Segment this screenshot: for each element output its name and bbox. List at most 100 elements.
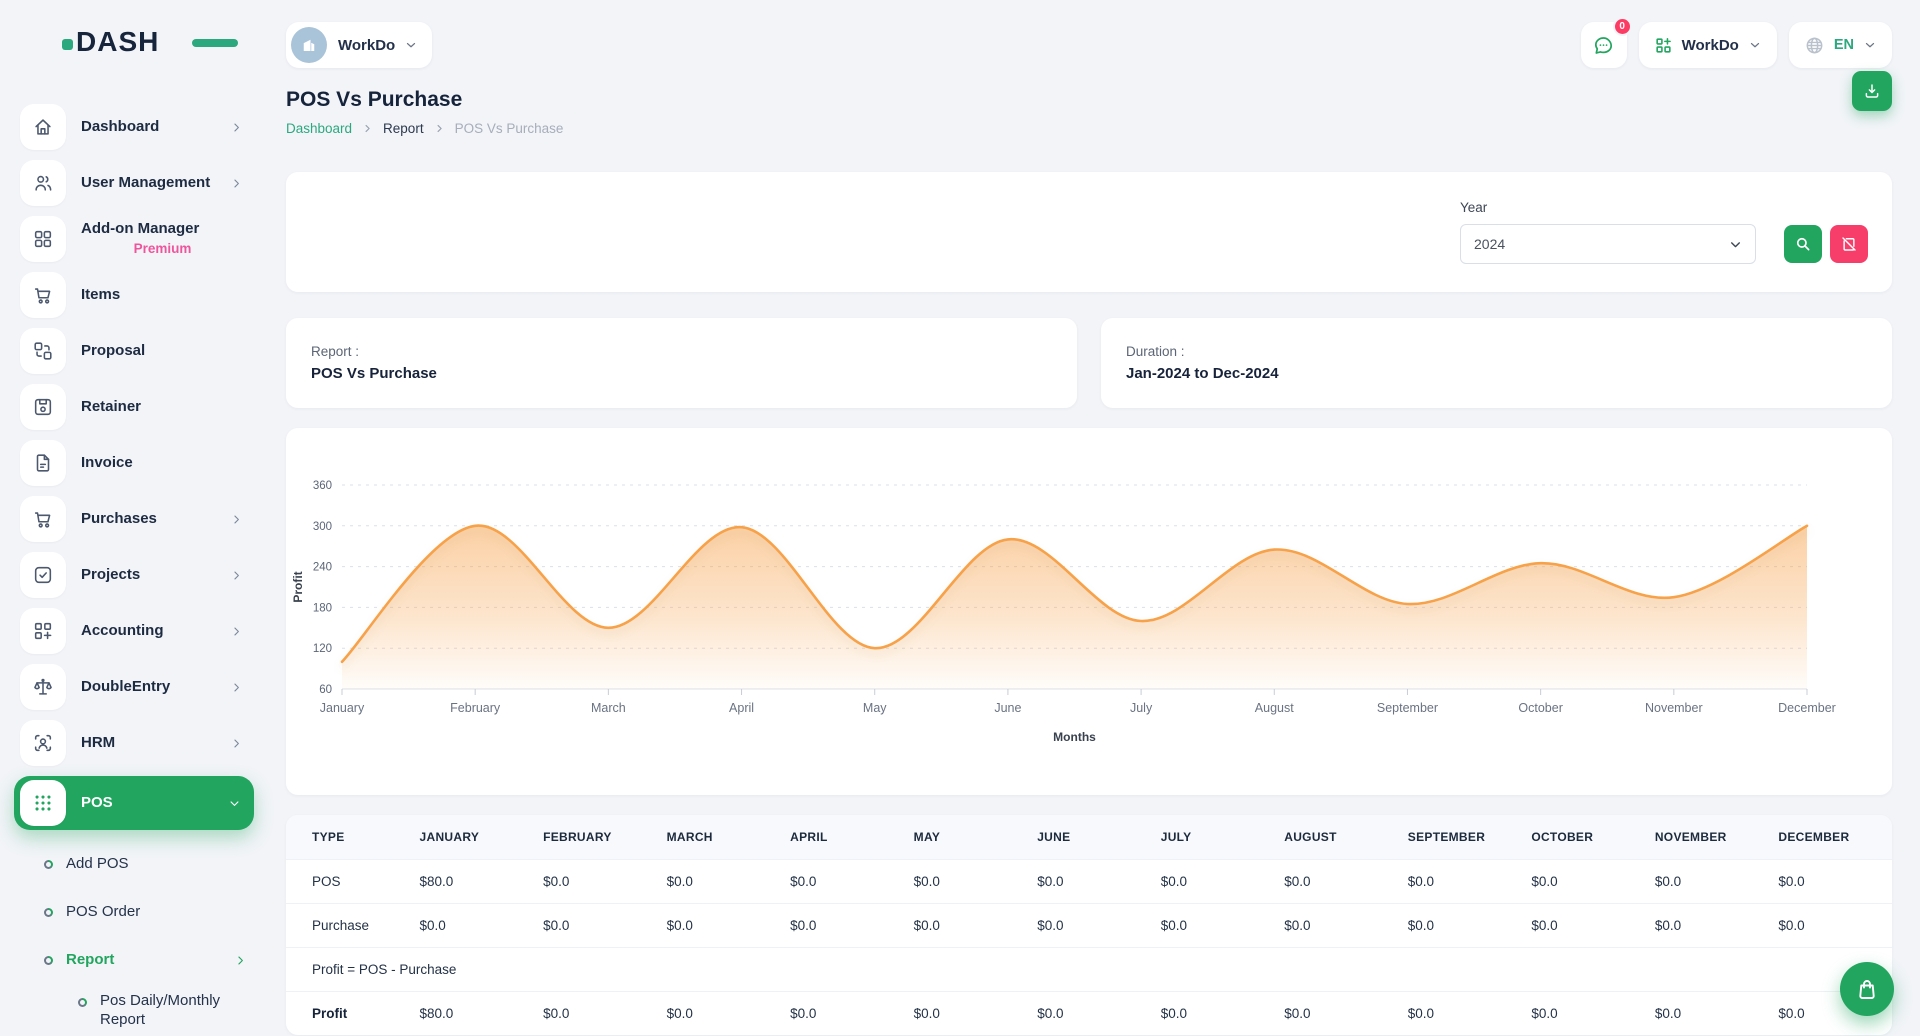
- breadcrumb-dashboard-link[interactable]: Dashboard: [286, 121, 352, 136]
- cell-pos-september: $0.0: [1398, 860, 1522, 904]
- sidebar-item-projects[interactable]: Projects: [20, 552, 248, 598]
- x-tick-label: January: [320, 701, 365, 715]
- users-icon: [20, 160, 66, 206]
- sidebar-subitem-pos-order[interactable]: POS Order: [44, 892, 248, 932]
- sidebar-item-label: Dashboard: [81, 118, 214, 137]
- cell-pos-may: $0.0: [904, 860, 1028, 904]
- apps-menu-button[interactable]: WorkDo: [1639, 22, 1777, 68]
- chevron-right-icon: [233, 953, 248, 968]
- cell-profit-september: $0.0: [1398, 992, 1522, 1036]
- checkbox-icon: [20, 552, 66, 598]
- transform-icon: [20, 328, 66, 374]
- row-type-label: POS: [286, 860, 410, 904]
- cell-profit-january: $80.0: [410, 992, 534, 1036]
- row-type-label: Profit: [286, 992, 410, 1036]
- cell-pos-december: $0.0: [1768, 860, 1892, 904]
- topbar-right: 0 WorkDo EN: [1581, 22, 1892, 68]
- workspace-switcher[interactable]: WorkDo: [286, 22, 432, 68]
- sidebar-item-pos[interactable]: POS: [14, 776, 254, 830]
- year-select[interactable]: 2024: [1460, 224, 1756, 264]
- breadcrumb-report-link[interactable]: Report: [383, 121, 424, 136]
- sidebar-item-label: HRM: [81, 734, 214, 753]
- table-header-september: SEPTEMBER: [1398, 815, 1522, 860]
- logo-dot-icon: [62, 39, 73, 50]
- x-tick-label: August: [1255, 701, 1294, 715]
- table-header-august: AUGUST: [1274, 815, 1398, 860]
- cell-profit-march: $0.0: [657, 992, 781, 1036]
- sidebar-item-add-on-manager[interactable]: Add-on ManagerPremium: [20, 216, 248, 262]
- row-type-label: Purchase: [286, 904, 410, 948]
- sidebar-item-label: Purchases: [81, 510, 214, 529]
- clear-filter-icon: [1840, 235, 1858, 253]
- cell-profit-november: $0.0: [1645, 992, 1769, 1036]
- table-header-type: TYPE: [286, 815, 410, 860]
- profit-chart-card: 60120180240300360JanuaryFebruaryMarchApr…: [286, 428, 1892, 795]
- table-row-pos: POS$80.0$0.0$0.0$0.0$0.0$0.0$0.0$0.0$0.0…: [286, 860, 1892, 904]
- reset-filter-button[interactable]: [1830, 225, 1868, 263]
- sidebar-item-user-management[interactable]: User Management: [20, 160, 248, 206]
- language-selector[interactable]: EN: [1789, 22, 1892, 68]
- y-tick-label: 180: [313, 602, 332, 614]
- sidebar-item-invoice[interactable]: Invoice: [20, 440, 248, 486]
- grid-dots-icon: [20, 780, 66, 826]
- cell-pos-august: $0.0: [1274, 860, 1398, 904]
- sidebar-menu: Dashboard User Management Add-on ManagerPr…: [20, 104, 248, 1030]
- sidebar-item-hrm[interactable]: HRM: [20, 720, 248, 766]
- sidebar-item-label: Projects: [81, 566, 214, 585]
- cell-pos-january: $80.0: [410, 860, 534, 904]
- sidebar-subitem-label: Report: [66, 951, 220, 970]
- profit-area-fill: [342, 526, 1807, 689]
- workspace-name: WorkDo: [338, 37, 395, 54]
- messages-badge: 0: [1613, 17, 1632, 36]
- chevron-right-icon: [229, 176, 244, 191]
- cell-purchase-april: $0.0: [780, 904, 904, 948]
- apps-menu-label: WorkDo: [1682, 37, 1739, 54]
- cart-icon: [20, 272, 66, 318]
- sidebar-item-items[interactable]: Items: [20, 272, 248, 318]
- home-icon: [20, 104, 66, 150]
- sidebar-item-dashboard[interactable]: Dashboard: [20, 104, 248, 150]
- table-header-july: JULY: [1151, 815, 1275, 860]
- sidebar-item-label: POS: [81, 794, 212, 813]
- profit-area-chart: 60120180240300360JanuaryFebruaryMarchApr…: [286, 428, 1852, 758]
- sidebar-subitem-report[interactable]: Report: [44, 940, 248, 980]
- sidebar-item-retainer[interactable]: Retainer: [20, 384, 248, 430]
- sidebar-item-accounting[interactable]: Accounting: [20, 608, 248, 654]
- app-logo: DASH: [62, 22, 212, 62]
- cell-pos-february: $0.0: [533, 860, 657, 904]
- download-button[interactable]: [1852, 71, 1892, 111]
- table-header-october: OCTOBER: [1521, 815, 1645, 860]
- cell-pos-october: $0.0: [1521, 860, 1645, 904]
- sidebar-subitem-add-pos[interactable]: Add POS: [44, 844, 248, 884]
- sidebar-item-proposal[interactable]: Proposal: [20, 328, 248, 374]
- chevron-down-icon: [1748, 38, 1762, 52]
- breadcrumb-current: POS Vs Purchase: [455, 121, 564, 136]
- chevron-down-icon: [227, 796, 242, 811]
- main-content: WorkDo 0 WorkDo: [262, 0, 1920, 1036]
- report-summary-card: Report : POS Vs Purchase: [286, 318, 1077, 408]
- messages-button[interactable]: 0: [1581, 22, 1627, 68]
- filter-buttons: [1784, 225, 1868, 264]
- bullet-icon: [44, 860, 53, 869]
- cell-purchase-july: $0.0: [1151, 904, 1275, 948]
- cell-purchase-june: $0.0: [1027, 904, 1151, 948]
- search-button[interactable]: [1784, 225, 1822, 263]
- table-header-april: APRIL: [780, 815, 904, 860]
- logo-text: DASH: [76, 26, 159, 58]
- cell-purchase-october: $0.0: [1521, 904, 1645, 948]
- search-icon: [1794, 235, 1812, 253]
- scale-icon: [20, 664, 66, 710]
- chevron-right-icon: [229, 736, 244, 751]
- x-tick-label: May: [863, 701, 887, 715]
- sidebar-subitem-pos-daily-monthly-report[interactable]: Pos Daily/Monthly Report: [78, 988, 248, 1030]
- pos-vs-purchase-table: TYPEJANUARYFEBRUARYMARCHAPRILMAYJUNEJULY…: [286, 815, 1892, 1035]
- table-row-profit: Profit$80.0$0.0$0.0$0.0$0.0$0.0$0.0$0.0$…: [286, 992, 1892, 1036]
- logo-bar-icon: [192, 39, 238, 47]
- cell-purchase-may: $0.0: [904, 904, 1028, 948]
- cell-pos-april: $0.0: [780, 860, 904, 904]
- download-icon: [1863, 82, 1881, 100]
- sidebar-item-purchases[interactable]: Purchases: [20, 496, 248, 542]
- x-tick-label: November: [1645, 701, 1703, 715]
- pos-cart-fab[interactable]: [1840, 962, 1894, 1016]
- sidebar-item-doubleentry[interactable]: DoubleEntry: [20, 664, 248, 710]
